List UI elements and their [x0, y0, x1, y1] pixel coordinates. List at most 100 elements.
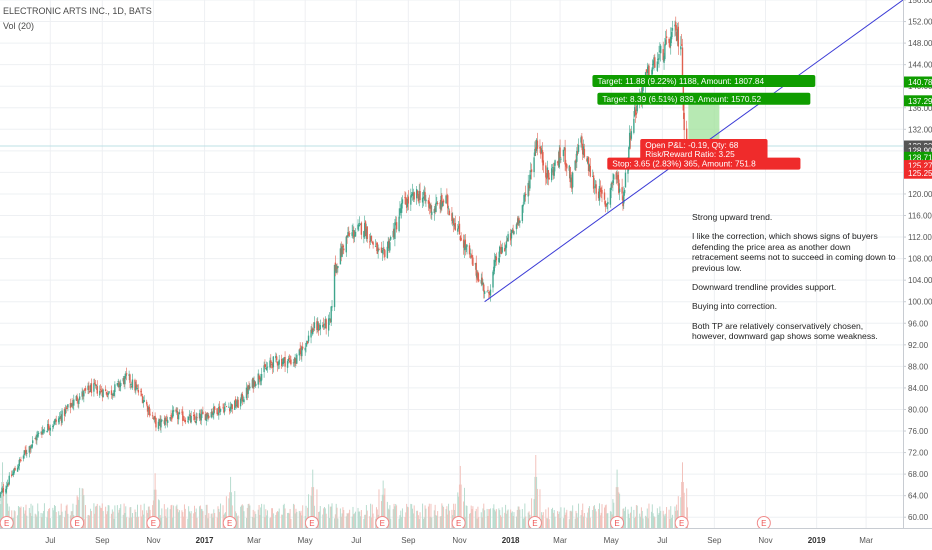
chart-symbol-title: ELECTRONIC ARTS INC., 1D, BATS: [3, 6, 152, 16]
volume-bar: [539, 489, 541, 528]
candle-body: [478, 279, 480, 282]
candle-body: [364, 221, 367, 237]
candle-body: [519, 220, 521, 223]
candle-body: [528, 185, 530, 189]
time-tick-label: May: [604, 536, 619, 545]
candle-body: [188, 414, 191, 416]
candle-body: [535, 147, 537, 152]
volume-bar: [557, 511, 559, 528]
volume-bar: [365, 505, 367, 528]
candle-body: [533, 157, 535, 173]
target2-label-bg: [597, 92, 811, 105]
volume-bar: [493, 504, 495, 528]
volume-bar: [90, 510, 92, 528]
candle-body: [493, 260, 496, 268]
volume-bar: [541, 512, 543, 528]
price-tick-label: 72.00: [908, 449, 929, 458]
candle-body: [659, 50, 661, 53]
volume-bar: [635, 505, 637, 528]
candle-body: [395, 222, 398, 230]
volume-bar: [510, 509, 512, 528]
candle-body: [266, 366, 269, 368]
volume-bar: [300, 510, 302, 528]
time-tick-label: Nov: [758, 536, 772, 545]
candle-body: [6, 486, 8, 490]
candle-body: [131, 379, 134, 388]
candle-body: [501, 247, 503, 253]
candle-body: [616, 176, 618, 178]
candle-body: [200, 413, 202, 421]
volume-bar: [671, 514, 673, 528]
price-tick-label: 88.00: [908, 362, 929, 371]
candle-body: [358, 224, 360, 227]
candle-body: [623, 189, 626, 194]
volume-bar: [46, 517, 48, 528]
candle-body: [246, 389, 249, 395]
candle-body: [269, 360, 271, 368]
volume-bar: [563, 507, 565, 528]
candle-body: [282, 359, 285, 364]
candle-body: [680, 46, 682, 50]
volume-bar: [163, 504, 165, 528]
candle-body: [36, 435, 38, 441]
volume-bar: [404, 517, 406, 528]
volume-bar: [82, 488, 84, 528]
candle-body: [598, 186, 601, 201]
candle-body: [224, 404, 227, 406]
candle-body: [675, 22, 677, 31]
volume-bar: [277, 511, 279, 528]
volume-bar: [85, 505, 87, 528]
candle-body: [166, 420, 169, 423]
volume-bar: [466, 505, 468, 528]
volume-bar: [108, 505, 110, 528]
volume-bar: [23, 513, 25, 528]
time-tick-label: 2018: [502, 536, 520, 545]
candle-body: [512, 229, 514, 234]
candle-body: [130, 384, 132, 385]
volume-bar: [524, 503, 526, 528]
volume-bar: [188, 506, 190, 528]
volume-bar: [184, 508, 186, 528]
candle-body: [18, 459, 20, 467]
candle-body: [248, 385, 250, 390]
candle-body: [42, 429, 44, 434]
volume-bar: [534, 476, 536, 528]
candle-body: [119, 384, 121, 388]
volume-bar: [282, 514, 284, 528]
candle-body: [448, 210, 451, 216]
candle-body: [218, 406, 220, 416]
volume-bar: [161, 508, 163, 528]
volume-bar: [523, 517, 525, 528]
candle-body: [219, 408, 222, 412]
candle-body: [548, 177, 550, 180]
price-tag-label: 125.27: [908, 162, 932, 171]
volume-bar: [158, 500, 160, 528]
volume-bar: [495, 511, 497, 528]
candle-body: [48, 427, 51, 430]
volume-bar: [424, 505, 426, 528]
volume-bar: [665, 513, 667, 528]
candle-body: [265, 368, 267, 370]
candle-body: [651, 67, 654, 75]
volume-bar: [288, 513, 290, 528]
candle-body: [510, 229, 513, 239]
candle-body: [452, 219, 454, 224]
candle-body: [392, 230, 394, 238]
volume-bar: [651, 504, 653, 528]
volume-bar: [65, 505, 67, 528]
volume-bar: [67, 513, 69, 528]
volume-bar: [604, 505, 606, 528]
volume-bar: [222, 505, 224, 528]
volume-bar: [219, 511, 221, 528]
candle-body: [581, 136, 583, 145]
candle-body: [192, 415, 195, 417]
candle-body: [652, 64, 654, 65]
candle-body: [592, 176, 594, 177]
volume-bar: [142, 510, 144, 528]
volume-bar: [310, 495, 312, 528]
candle-body: [352, 230, 354, 232]
candle-body: [488, 291, 490, 294]
volume-bar: [188, 511, 190, 528]
candle-body: [529, 174, 531, 189]
